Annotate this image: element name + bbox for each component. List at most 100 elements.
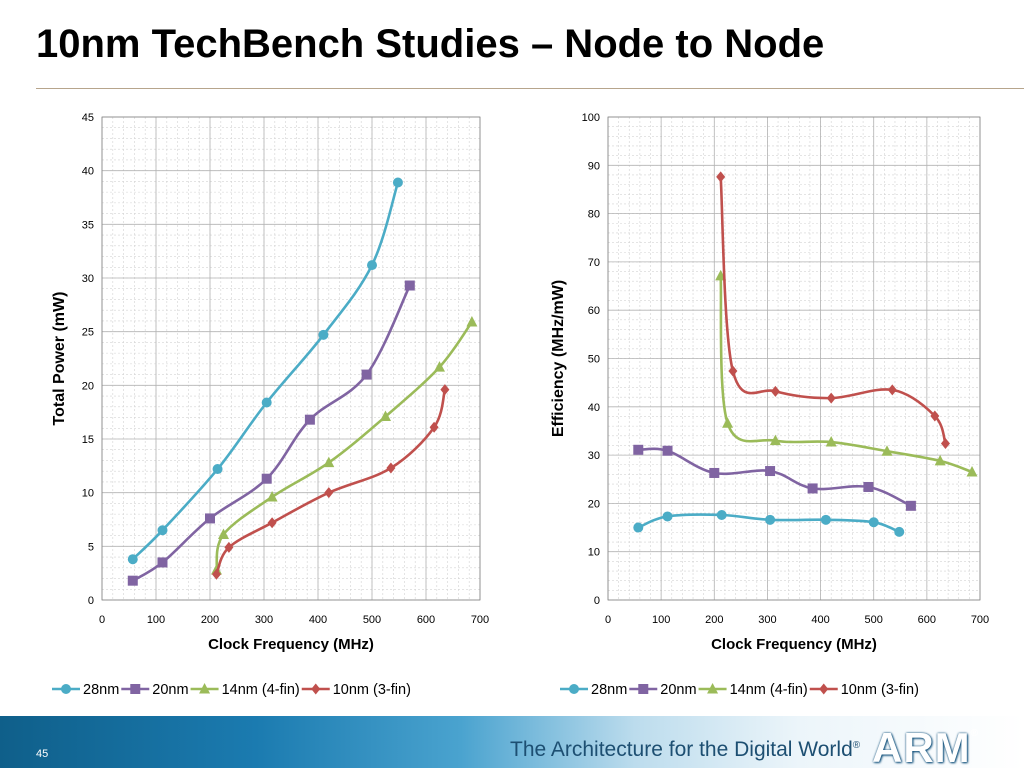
- efficiency-y-tick-label: 10: [588, 547, 600, 559]
- efficiency-x-tick-label: 100: [652, 614, 670, 626]
- power-data-point-28nm: [212, 464, 223, 475]
- efficiency-data-point-20nm: [633, 444, 644, 455]
- power-data-point-10nm: [267, 517, 277, 529]
- power-data-point-20nm: [127, 575, 138, 586]
- power-data-point-20nm: [404, 280, 415, 291]
- power-data-point-20nm: [261, 473, 272, 484]
- efficiency-y-tick-label: 30: [588, 450, 600, 462]
- efficiency-legend-marker-20nm: [638, 684, 649, 694]
- power-x-tick-label: 500: [363, 614, 381, 626]
- efficiency-data-point-14nm: [722, 417, 734, 428]
- efficiency-plot-frame: [607, 116, 981, 601]
- efficiency-y-tick-label: 90: [588, 160, 600, 172]
- arm-logo-registered-mark: ®: [970, 728, 980, 739]
- power-y-tick-label: 25: [82, 327, 94, 339]
- efficiency-legend-label-10nm: 10nm (3-fin): [841, 682, 919, 698]
- efficiency-data-point-28nm: [662, 511, 673, 522]
- efficiency-data-point-10nm: [728, 365, 738, 377]
- power-data-point-28nm: [157, 525, 168, 536]
- tagline-registered-mark: ®: [852, 740, 861, 751]
- power-data-point-28nm: [127, 554, 138, 565]
- efficiency-data-point-28nm: [894, 526, 905, 537]
- title-divider: [36, 88, 1024, 89]
- power-x-tick-label: 300: [255, 614, 273, 626]
- power-data-point-10nm: [440, 384, 450, 396]
- power-legend-label-14nm: 14nm (4-fin): [222, 682, 300, 698]
- power-y-tick-label: 10: [82, 488, 94, 500]
- efficiency-series-line-14nm: [719, 275, 973, 474]
- efficiency-series-line-20nm: [638, 447, 912, 507]
- efficiency-data-point-14nm: [769, 434, 781, 446]
- footer-band: [0, 716, 1024, 768]
- efficiency-data-point-14nm: [966, 466, 978, 477]
- power-data-point-10nm: [324, 487, 334, 499]
- efficiency-data-point-20nm: [765, 466, 776, 477]
- power-data-point-14nm: [266, 490, 278, 502]
- efficiency-data-point-20nm: [662, 445, 673, 456]
- efficiency-data-point-10nm: [887, 384, 897, 396]
- power-data-point-28nm: [261, 397, 272, 408]
- power-data-point-28nm: [318, 329, 329, 340]
- efficiency-data-point-20nm: [863, 481, 874, 492]
- efficiency-x-axis-title: Clock Frequency (MHz): [711, 636, 877, 653]
- efficiency-y-tick-label: 0: [594, 595, 600, 607]
- efficiency-legend-label-20nm: 20nm: [660, 682, 696, 698]
- footer-tagline: The Architecture for the Digital World®: [510, 738, 860, 762]
- efficiency-data-point-14nm: [881, 445, 893, 456]
- power-x-tick-label: 400: [309, 614, 327, 626]
- efficiency-legend-label-28nm: 28nm: [591, 682, 627, 698]
- power-data-point-14nm: [434, 361, 445, 372]
- power-data-point-28nm: [367, 260, 377, 271]
- efficiency-data-point-28nm: [820, 514, 831, 525]
- efficiency-x-tick-label: 700: [971, 614, 989, 626]
- efficiency-y-tick-label: 40: [588, 402, 600, 414]
- efficiency-data-point-20nm: [807, 483, 818, 494]
- efficiency-legend-marker-14nm: [707, 683, 719, 694]
- efficiency-y-axis-title: Efficiency (MHz/mW): [550, 280, 567, 437]
- power-y-tick-label: 20: [82, 380, 94, 392]
- power-data-point-14nm: [323, 456, 335, 468]
- power-legend-marker-14nm: [199, 683, 211, 694]
- efficiency-y-tick-label: 50: [588, 354, 600, 366]
- power-x-tick-label: 700: [471, 614, 489, 626]
- power-x-tick-label: 0: [99, 614, 105, 626]
- power-y-tick-label: 45: [82, 112, 94, 124]
- power-data-point-28nm: [392, 177, 403, 188]
- power-y-tick-label: 30: [82, 273, 94, 285]
- power-data-point-20nm: [361, 369, 372, 380]
- efficiency-data-point-10nm: [930, 410, 940, 422]
- efficiency-x-tick-label: 400: [811, 614, 829, 626]
- power-data-point-10nm: [211, 568, 221, 580]
- efficiency-x-tick-label: 600: [918, 614, 936, 626]
- efficiency-chart: 0 100 200 300 400 500 600 700 0 10 20 30 40 50 60 70 80 9…: [550, 112, 989, 698]
- power-data-point-14nm: [466, 316, 478, 327]
- power-legend-marker-28nm: [61, 684, 71, 694]
- arm-logo: ARM®: [872, 724, 979, 772]
- power-y-tick-label: 15: [82, 434, 94, 446]
- power-y-tick-label: 0: [88, 595, 94, 607]
- power-legend-label-10nm: 10nm (3-fin): [333, 682, 411, 698]
- efficiency-data-point-10nm: [826, 392, 836, 404]
- power-y-axis-title: Total Power (mW): [51, 292, 68, 426]
- power-x-axis-title: Clock Frequency (MHz): [208, 636, 374, 653]
- efficiency-data-point-28nm: [716, 509, 727, 520]
- arm-logo-text: ARM: [872, 724, 971, 771]
- tagline-text: The Architecture for the Digital World: [510, 738, 853, 761]
- efficiency-data-point-28nm: [868, 517, 879, 528]
- total-power-chart: 0 100 200 300 400 500 600 700 0 5 10 15 20 25 30 35 40 45…: [51, 112, 489, 698]
- power-y-tick-label: 35: [82, 219, 94, 231]
- power-data-point-14nm: [218, 528, 229, 540]
- power-data-point-14nm: [380, 410, 391, 421]
- power-data-point-10nm: [224, 541, 234, 553]
- efficiency-x-tick-label: 0: [605, 614, 611, 626]
- efficiency-y-tick-label: 60: [588, 305, 600, 317]
- power-legend-marker-20nm: [130, 684, 141, 694]
- efficiency-x-tick-label: 500: [865, 614, 883, 626]
- power-plot-frame: [101, 116, 481, 601]
- efficiency-x-tick-label: 300: [758, 614, 776, 626]
- power-data-point-10nm: [386, 462, 396, 474]
- power-x-tick-label: 600: [417, 614, 435, 626]
- power-x-tick-label: 100: [147, 614, 165, 626]
- power-data-point-20nm: [157, 557, 168, 568]
- efficiency-legend-marker-28nm: [569, 684, 579, 694]
